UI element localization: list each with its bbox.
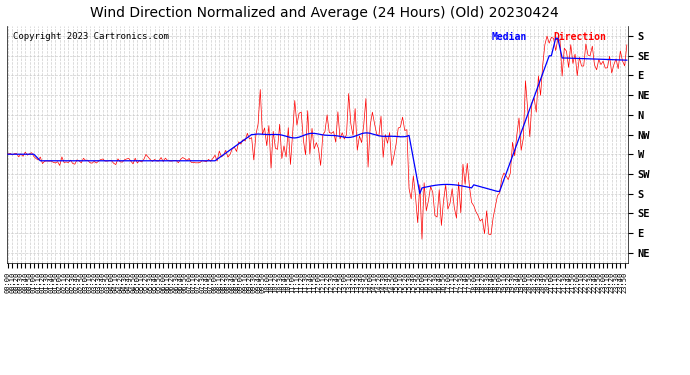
Text: Wind Direction Normalized and Average (24 Hours) (Old) 20230424: Wind Direction Normalized and Average (2… [90,6,559,20]
Text: Copyright 2023 Cartronics.com: Copyright 2023 Cartronics.com [13,32,169,41]
Text: Direction: Direction [553,32,607,42]
Text: Median: Median [491,32,526,42]
